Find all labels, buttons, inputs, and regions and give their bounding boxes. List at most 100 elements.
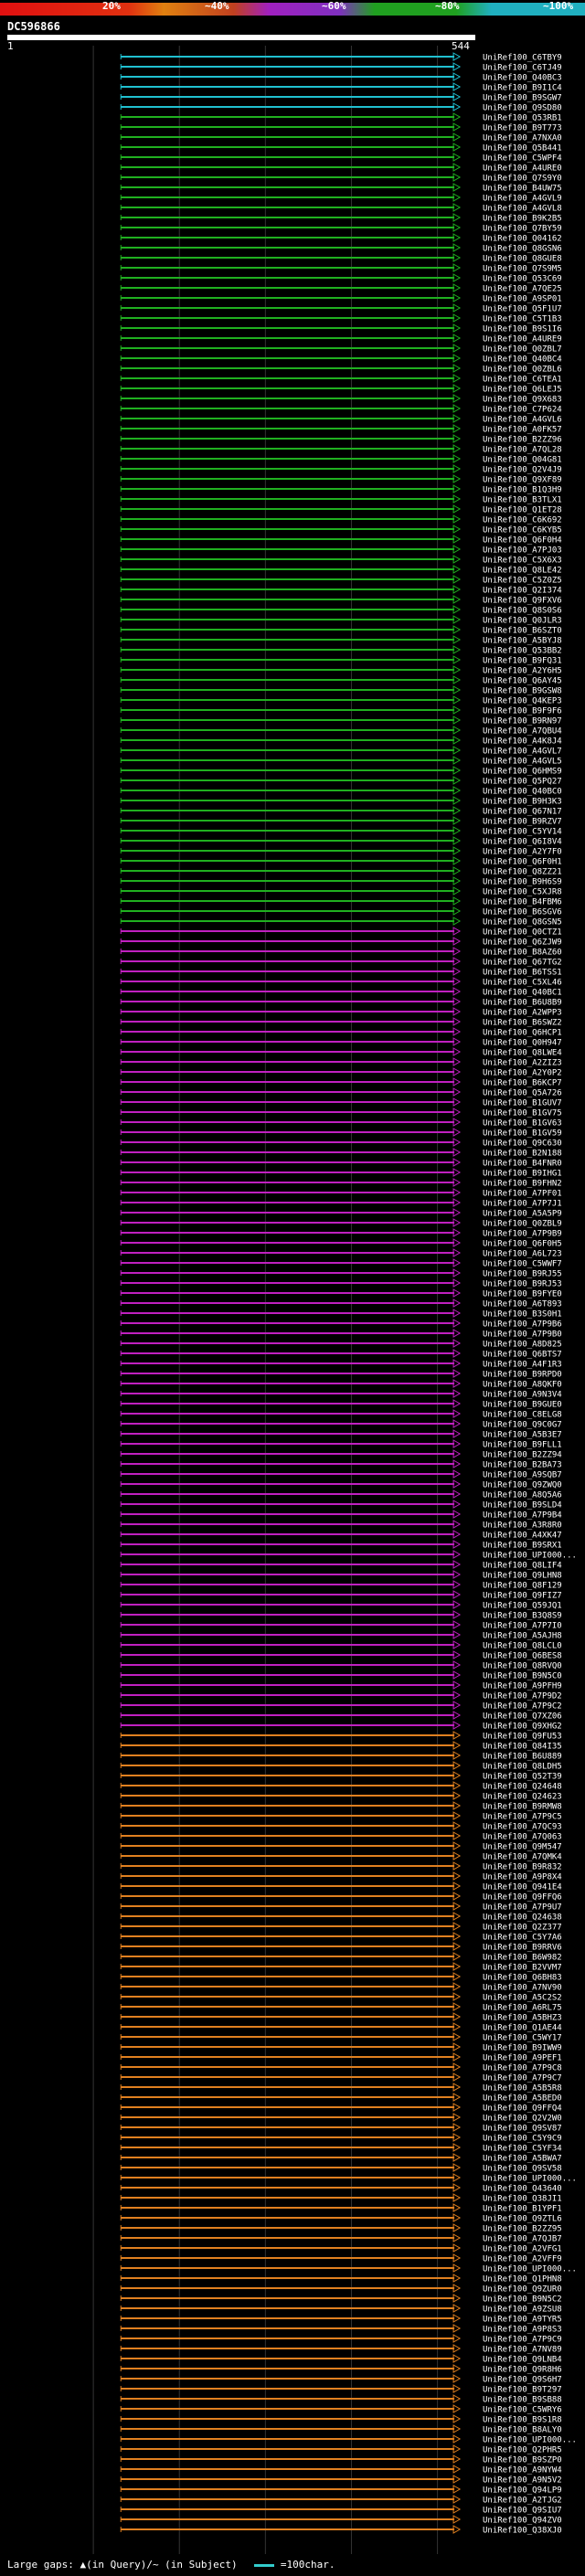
hit-row[interactable]: UniRef100_Q0ZBL7: [120, 344, 562, 355]
hit-label[interactable]: UniRef100_B6SWZ2: [483, 1019, 562, 1028]
hit-label[interactable]: UniRef100_B9RJ53: [483, 1280, 562, 1289]
hit-row[interactable]: UniRef100_Q40BC0: [120, 786, 562, 797]
hit-label[interactable]: UniRef100_Q9XF89: [483, 476, 562, 485]
hit-label[interactable]: UniRef100_B9RPD0: [483, 1371, 562, 1380]
hit-row[interactable]: UniRef100_Q7S9Y0: [120, 173, 562, 184]
hit-row[interactable]: UniRef100_Q40BC1: [120, 987, 562, 998]
hit-row[interactable]: UniRef100_A9SP01: [120, 293, 562, 304]
hit-row[interactable]: UniRef100_B3Q8S9: [120, 1610, 562, 1621]
hit-row[interactable]: UniRef100_A7P7J1: [120, 1198, 562, 1209]
hit-row[interactable]: UniRef100_Q5A726: [120, 1087, 562, 1098]
hit-row[interactable]: UniRef100_A5B3E7: [120, 1429, 562, 1440]
hit-label[interactable]: UniRef100_Q5A726: [483, 1089, 562, 1098]
hit-row[interactable]: UniRef100_Q9C630: [120, 1138, 562, 1149]
hit-row[interactable]: UniRef100_A0FK57: [120, 424, 562, 435]
hit-row[interactable]: UniRef100_Q7S9M5: [120, 263, 562, 274]
hit-row[interactable]: UniRef100_C5WWF7: [120, 1258, 562, 1269]
hit-row[interactable]: UniRef100_A6L723: [120, 1248, 562, 1259]
hit-label[interactable]: UniRef100_Q9SV87: [483, 2125, 562, 2134]
hit-label[interactable]: UniRef100_Q2V2W0: [483, 2115, 562, 2124]
hit-row[interactable]: UniRef100_Q8RVQ0: [120, 1660, 562, 1671]
hit-label[interactable]: UniRef100_Q9LNB4: [483, 2356, 562, 2365]
hit-label[interactable]: UniRef100_B6U8B9: [483, 999, 562, 1008]
hit-row[interactable]: UniRef100_Q04G81: [120, 454, 562, 465]
hit-label[interactable]: UniRef100_Q6LEJ5: [483, 386, 562, 395]
hit-label[interactable]: UniRef100_Q04G81: [483, 456, 562, 465]
hit-label[interactable]: UniRef100_B9H3K3: [483, 798, 562, 807]
hit-label[interactable]: UniRef100_A5C2S2: [483, 1994, 562, 2003]
hit-row[interactable]: UniRef100_C5XJR8: [120, 886, 562, 897]
hit-label[interactable]: UniRef100_Q67N17: [483, 808, 562, 817]
hit-row[interactable]: UniRef100_B1GV59: [120, 1128, 562, 1139]
hit-row[interactable]: UniRef100_B9IWW9: [120, 2042, 562, 2053]
hit-label[interactable]: UniRef100_Q8GUE8: [483, 255, 562, 264]
hit-row[interactable]: UniRef100_A5BYJ8: [120, 635, 562, 646]
hit-row[interactable]: UniRef100_Q84I35: [120, 1741, 562, 1752]
hit-label[interactable]: UniRef100_A7P9B0: [483, 1330, 562, 1340]
hit-row[interactable]: UniRef100_A7P9B6: [120, 1319, 562, 1330]
hit-label[interactable]: UniRef100_UPI000...: [483, 2265, 577, 2274]
hit-label[interactable]: UniRef100_Q53RB1: [483, 114, 562, 123]
hit-row[interactable]: UniRef100_B9T773: [120, 122, 562, 133]
hit-label[interactable]: UniRef100_B6SGV6: [483, 908, 562, 917]
hit-row[interactable]: UniRef100_A7P9B9: [120, 1228, 562, 1239]
hit-label[interactable]: UniRef100_A7P9U7: [483, 1903, 562, 1913]
hit-row[interactable]: UniRef100_A4GVL8: [120, 203, 562, 214]
hit-label[interactable]: UniRef100_A7NV89: [483, 2346, 562, 2355]
hit-label[interactable]: UniRef100_A7QBU4: [483, 727, 562, 737]
hit-row[interactable]: UniRef100_C5YV14: [120, 826, 562, 837]
hit-label[interactable]: UniRef100_B9F9F6: [483, 707, 562, 716]
hit-row[interactable]: UniRef100_Q8S0S6: [120, 605, 562, 616]
hit-label[interactable]: UniRef100_Q9FFQ6: [483, 1893, 562, 1903]
hit-label[interactable]: UniRef100_A4GVL8: [483, 205, 562, 214]
hit-row[interactable]: UniRef100_A7P9C2: [120, 1701, 562, 1712]
hit-row[interactable]: UniRef100_Q0JLR3: [120, 615, 562, 626]
hit-row[interactable]: UniRef100_Q9SV87: [120, 2123, 562, 2134]
hit-label[interactable]: UniRef100_A7NV90: [483, 1984, 562, 1993]
hit-label[interactable]: UniRef100_Q6HMS9: [483, 768, 562, 777]
hit-label[interactable]: UniRef100_A7P9C9: [483, 2336, 562, 2345]
hit-row[interactable]: UniRef100_A9P8S3: [120, 2324, 562, 2335]
hit-row[interactable]: UniRef100_A7NV90: [120, 1982, 562, 1993]
hit-row[interactable]: UniRef100_B9FYE0: [120, 1288, 562, 1299]
hit-row[interactable]: UniRef100_A4GVL9: [120, 193, 562, 204]
hit-row[interactable]: UniRef100_Q4KEP3: [120, 695, 562, 706]
hit-label[interactable]: UniRef100_Q0ZBL9: [483, 1220, 562, 1229]
hit-row[interactable]: UniRef100_C8ELG8: [120, 1409, 562, 1420]
hit-row[interactable]: UniRef100_A7Q063: [120, 1831, 562, 1842]
hit-row[interactable]: UniRef100_A4F1R3: [120, 1359, 562, 1370]
hit-row[interactable]: UniRef100_Q9SIU7: [120, 2505, 562, 2516]
hit-label[interactable]: UniRef100_Q1ET28: [483, 506, 562, 515]
hit-row[interactable]: UniRef100_UPI000...: [120, 1550, 577, 1561]
hit-row[interactable]: UniRef100_B9FHN2: [120, 1178, 562, 1189]
hit-row[interactable]: UniRef100_A2Y6H5: [120, 665, 562, 676]
hit-row[interactable]: UniRef100_C6KYB5: [120, 525, 562, 535]
hit-row[interactable]: UniRef100_Q941E4: [120, 1882, 562, 1892]
hit-row[interactable]: UniRef100_Q6BH83: [120, 1972, 562, 1983]
hit-label[interactable]: UniRef100_C5WY17: [483, 2034, 562, 2043]
hit-label[interactable]: UniRef100_B9SLD4: [483, 1501, 562, 1511]
hit-row[interactable]: UniRef100_C5Y7A6: [120, 1932, 562, 1943]
hit-row[interactable]: UniRef100_Q6I8V4: [120, 836, 562, 847]
hit-label[interactable]: UniRef100_Q1PHN8: [483, 2275, 562, 2284]
hit-label[interactable]: UniRef100_B9RZV7: [483, 818, 562, 827]
hit-label[interactable]: UniRef100_A9PEF1: [483, 2054, 562, 2063]
hit-label[interactable]: UniRef100_Q67TG2: [483, 959, 562, 968]
hit-label[interactable]: UniRef100_A9ZSU8: [483, 2306, 562, 2315]
hit-row[interactable]: UniRef100_A3R8R0: [120, 1520, 562, 1531]
hit-label[interactable]: UniRef100_B8AZ60: [483, 949, 562, 958]
hit-label[interactable]: UniRef100_Q59JQ1: [483, 1602, 562, 1611]
hit-label[interactable]: UniRef100_A9SQB7: [483, 1471, 562, 1480]
hit-row[interactable]: UniRef100_A2WPP3: [120, 1007, 562, 1018]
hit-row[interactable]: UniRef100_B9F9F6: [120, 705, 562, 716]
hit-label[interactable]: UniRef100_A6T893: [483, 1300, 562, 1309]
hit-label[interactable]: UniRef100_A7P9B6: [483, 1320, 562, 1330]
hit-label[interactable]: UniRef100_B9FHN2: [483, 1180, 562, 1189]
hit-row[interactable]: UniRef100_B1GUV7: [120, 1097, 562, 1108]
hit-row[interactable]: UniRef100_B2ZZ95: [120, 2223, 562, 2234]
hit-label[interactable]: UniRef100_C5YV14: [483, 828, 562, 837]
hit-row[interactable]: UniRef100_A7P9C7: [120, 2072, 562, 2083]
hit-label[interactable]: UniRef100_Q6BTS7: [483, 1351, 562, 1360]
hit-row[interactable]: UniRef100_B9IHG1: [120, 1168, 562, 1179]
hit-row[interactable]: UniRef100_Q2V4J9: [120, 464, 562, 475]
